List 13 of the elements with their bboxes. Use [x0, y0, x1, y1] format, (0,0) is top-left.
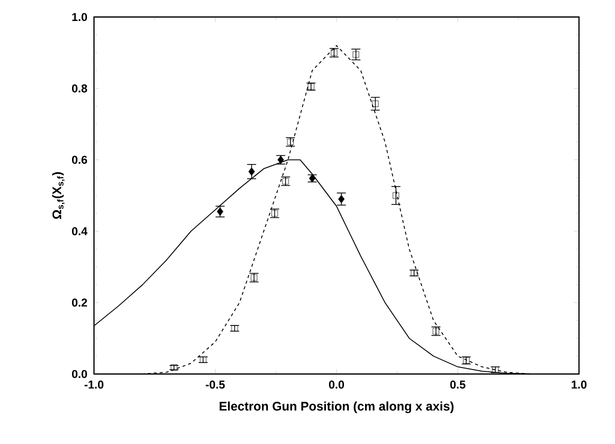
y-tick-label: 0.4: [72, 227, 88, 236]
x-tick-label: -0.5: [206, 380, 225, 389]
x-tick-label: 1.0: [572, 380, 586, 389]
y-tick-label: 0.0: [72, 370, 88, 378]
y-axis-title: Ω$_{s,f}$(X$_{s,f}$): [52, 172, 65, 219]
y-tick-label: 0.6: [72, 156, 88, 164]
y-tick-label: 1.0: [72, 12, 88, 22]
x-tick-label: -1.0: [84, 380, 104, 389]
x-tick-label: 0.0: [328, 380, 344, 389]
x-tick-label: 0.5: [450, 380, 466, 389]
y-tick-label: 0.2: [72, 298, 88, 307]
y-tick-label: 0.8: [72, 84, 88, 92]
x-axis-title: Electron Gun Position (cm along x axis): [220, 401, 454, 414]
